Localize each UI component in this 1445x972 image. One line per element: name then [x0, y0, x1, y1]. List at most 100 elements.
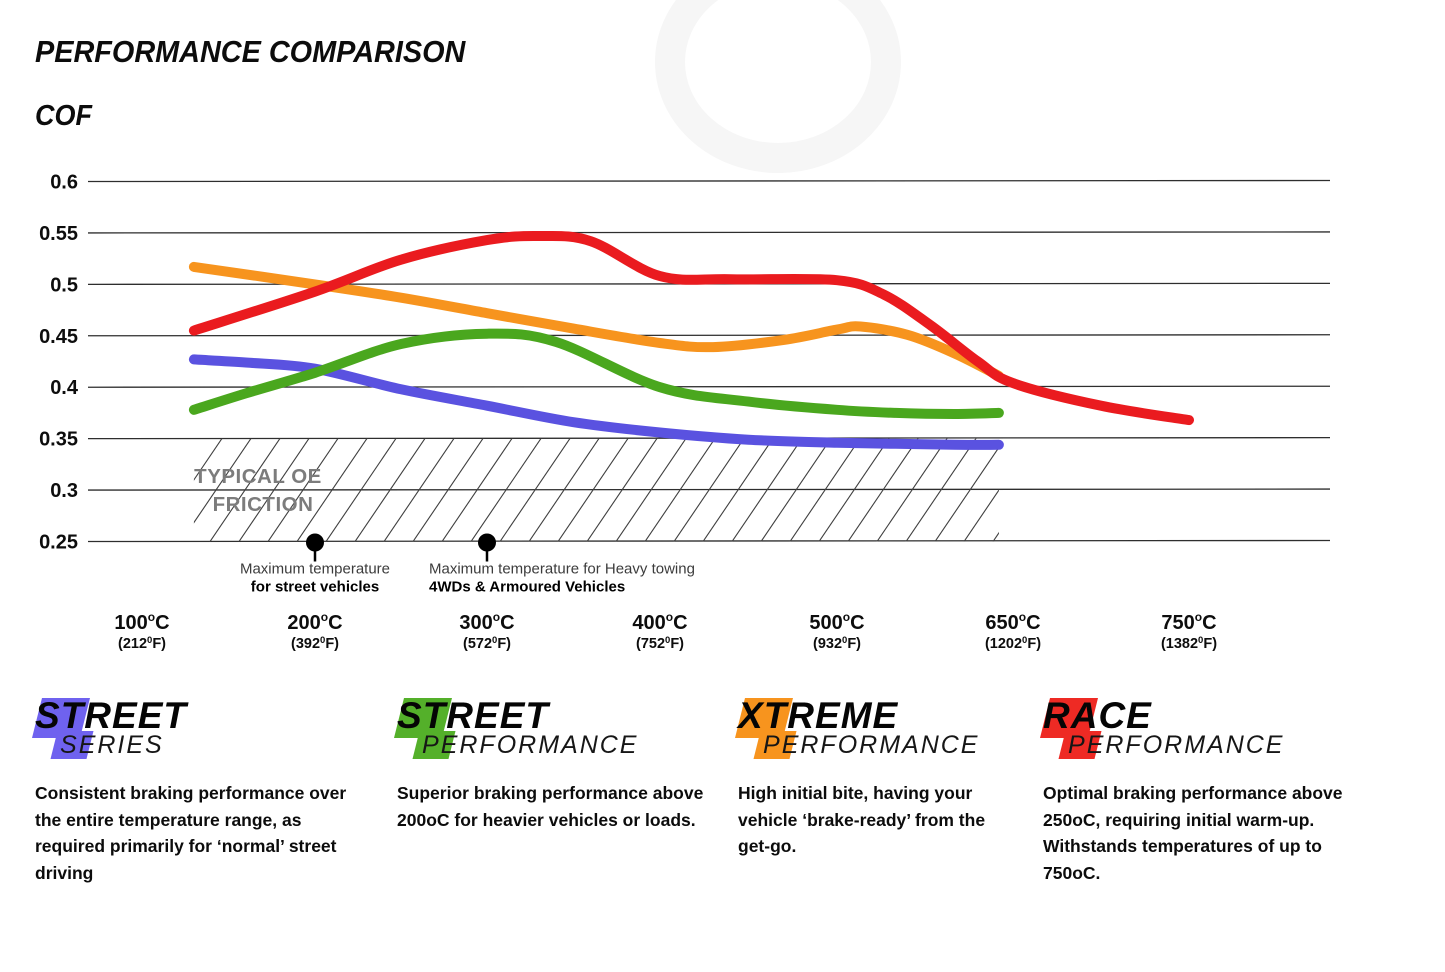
oe-hatch-line — [702, 438, 774, 542]
oe-friction-label-line2: FRICTION — [213, 493, 314, 516]
logo-line2: PERFORMANCE — [422, 732, 727, 759]
logo-line2-initial: P — [422, 731, 441, 759]
x-tick-sublabel: (3920F) — [291, 635, 339, 652]
oe-hatch-line — [499, 438, 571, 542]
legend-item-street-performance: STREET PERFORMANCE Superior braking perfor… — [394, 697, 727, 833]
grid-line — [87, 539, 1331, 543]
oe-hatch-line — [818, 438, 890, 542]
legend-item-xtreme-performance: XTREME PERFORMANCE High initial bite, havi… — [735, 697, 1016, 860]
annotation-line1: Maximum temperature — [240, 561, 390, 578]
x-tick-label: 200oC — [287, 610, 342, 634]
oe-hatch-line — [644, 438, 716, 542]
y-tick-label: 0.55 — [39, 223, 78, 245]
brand-logo: RACE PERFORMANCE — [1040, 697, 1378, 771]
oe-hatch-line — [441, 438, 513, 542]
y-tick-label: 0.4 — [50, 377, 79, 399]
oe-hatch-line — [992, 531, 999, 542]
y-tick-label: 0.3 — [50, 480, 78, 502]
oe-hatch-line — [267, 438, 339, 542]
x-tick-label: 650oC — [985, 610, 1040, 634]
y-tick-label: 0.5 — [50, 274, 78, 296]
oe-hatch-line — [209, 438, 281, 542]
legend-item-street-series: STREET SERIES Consistent braking performan… — [32, 697, 375, 886]
grid-line — [87, 179, 1331, 183]
oe-hatch-line — [760, 438, 832, 542]
x-tick-sublabel: (12020F) — [985, 635, 1041, 652]
logo-line1-initial: R — [1043, 695, 1071, 736]
logo-line1-rest: TREET — [60, 695, 187, 736]
logo-line1: STREET — [35, 697, 375, 735]
x-tick-label: 750oC — [1161, 610, 1216, 634]
annotation-line2: for street vehicles — [251, 579, 379, 596]
marker-dot — [478, 533, 496, 552]
logo-line1-rest: TREME — [763, 695, 899, 736]
logo-line2-rest: ERFORMANCE — [1086, 731, 1285, 759]
logo-line1-rest: TREET — [422, 695, 549, 736]
oe-hatch-line — [383, 438, 455, 542]
oe-hatch-line — [789, 438, 861, 542]
watermark-swoosh — [655, 0, 901, 173]
logo-line2-initial: P — [1068, 731, 1087, 759]
logo-line1-initial: S — [397, 695, 423, 736]
legend-description: High initial bite, having your vehicle ‘… — [738, 783, 986, 856]
x-tick-sublabel: (5720F) — [463, 635, 511, 652]
curve-street-performance — [188, 328, 1004, 419]
oe-hatch-line — [412, 438, 484, 542]
logo-line2-rest: ERIES — [78, 731, 164, 759]
logo-line1-initial: S — [35, 695, 61, 736]
grid-line — [87, 334, 1331, 337]
annotation-line1: Maximum temperature for Heavy towing — [429, 561, 695, 578]
grid-line — [87, 385, 1331, 388]
brand-logo: STREET SERIES — [32, 697, 375, 771]
oe-hatch-line — [528, 438, 600, 542]
brand-logo: STREET PERFORMANCE — [394, 697, 727, 771]
oe-hatch-line — [193, 438, 223, 481]
logo-line2: PERFORMANCE — [1068, 732, 1378, 759]
oe-hatch-line — [876, 438, 948, 542]
oe-hatch-line — [905, 438, 977, 542]
logo-line2-rest: ERFORMANCE — [781, 731, 980, 759]
oe-hatch-line — [731, 438, 803, 542]
y-axis-title: COF — [35, 100, 92, 132]
x-tick-sublabel: (13820F) — [1161, 635, 1217, 652]
oe-friction-label-line1: TYPICAL OE — [194, 465, 322, 488]
x-tick-label: 500oC — [809, 610, 864, 634]
oe-hatch-line — [963, 489, 999, 542]
logo-line2-rest: ERFORMANCE — [440, 731, 639, 759]
oe-hatch-line — [193, 438, 252, 524]
oe-hatch-line — [847, 438, 919, 542]
oe-hatch-line — [470, 438, 542, 542]
annotation-line2: 4WDs & Armoured Vehicles — [429, 579, 625, 596]
oe-hatch-line — [557, 438, 629, 542]
logo-line2: PERFORMANCE — [763, 732, 1016, 759]
y-tick-label: 0.45 — [39, 326, 78, 348]
page-title: PERFORMANCE COMPARISON — [35, 34, 466, 69]
marker-dot — [306, 533, 324, 552]
legend-item-race-performance: RACE PERFORMANCE Optimal braking performan… — [1040, 697, 1378, 886]
oe-hatch-line — [615, 438, 687, 542]
x-tick-sublabel: (7520F) — [636, 635, 684, 652]
grid-line — [87, 231, 1331, 234]
y-tick-label: 0.6 — [50, 172, 78, 194]
logo-line1: RACE — [1043, 697, 1378, 735]
oe-hatch-line — [354, 438, 426, 542]
oe-hatch-line — [325, 438, 397, 542]
curve-xtreme-performance — [188, 261, 1004, 381]
x-tick-label: 100oC — [114, 610, 169, 634]
logo-line2-initial: P — [763, 731, 782, 759]
logo-line1: STREET — [397, 697, 727, 735]
x-tick-sublabel: (9320F) — [813, 635, 861, 652]
logo-line2: SERIES — [60, 732, 375, 759]
oe-hatch-line — [673, 438, 745, 542]
y-tick-label: 0.35 — [39, 429, 78, 451]
oe-hatch-line — [296, 438, 368, 542]
oe-hatch-line — [238, 438, 310, 542]
logo-line2-initial: S — [60, 731, 79, 759]
oe-hatch-line — [934, 446, 999, 542]
logo-line1: XTREME — [738, 697, 1016, 735]
oe-hatch-line — [586, 438, 658, 542]
x-tick-label: 300oC — [459, 610, 514, 634]
logo-line1-rest: ACE — [1070, 695, 1152, 736]
